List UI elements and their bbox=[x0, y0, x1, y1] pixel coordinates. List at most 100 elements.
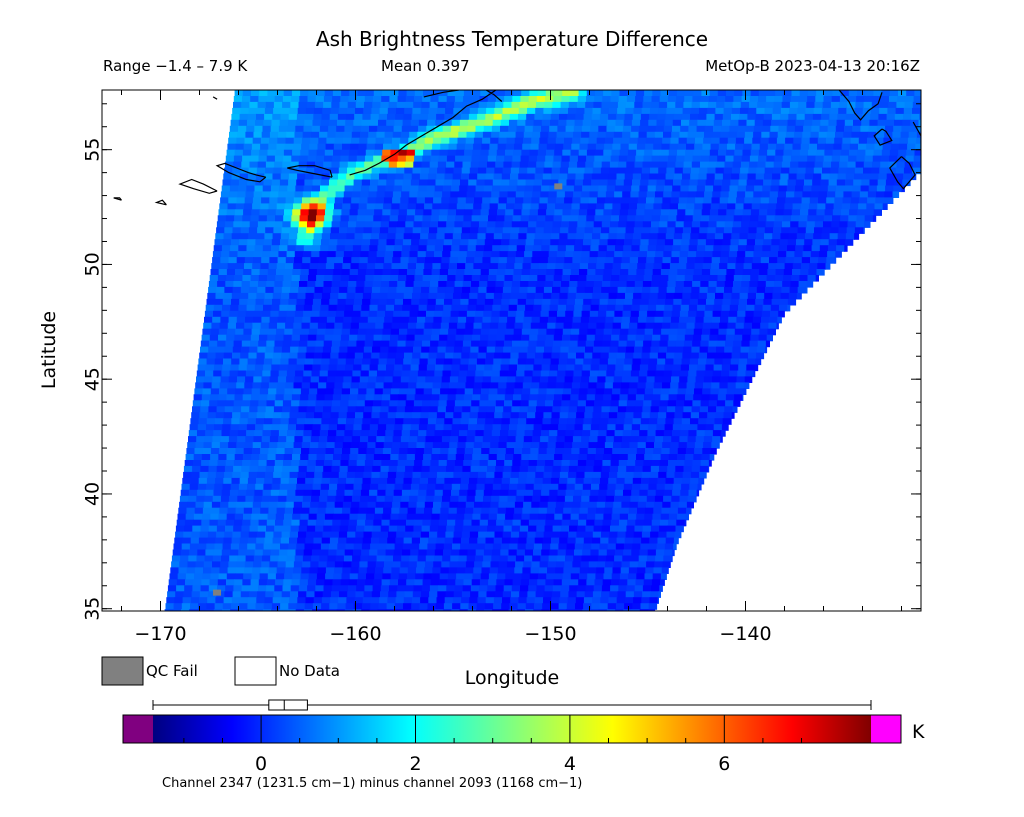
swath-cell bbox=[706, 292, 716, 300]
swath-cell bbox=[380, 286, 389, 294]
swath-cell bbox=[774, 281, 783, 288]
swath-cell bbox=[702, 328, 711, 336]
swath-cell bbox=[840, 90, 850, 97]
swath-cell bbox=[652, 394, 661, 401]
swath-cell bbox=[247, 239, 257, 246]
swath-cell bbox=[207, 352, 217, 360]
swath-cell bbox=[714, 113, 724, 121]
swath-cell bbox=[217, 275, 227, 282]
swath-cell bbox=[592, 227, 602, 234]
swath-cell bbox=[605, 436, 615, 443]
swath-cell bbox=[585, 340, 595, 348]
swath-cell bbox=[779, 239, 789, 246]
swath-cell bbox=[243, 143, 253, 151]
swath-cell bbox=[484, 364, 494, 372]
swath-cell bbox=[636, 143, 646, 151]
swath-cell bbox=[299, 281, 308, 288]
swath-cell bbox=[632, 239, 641, 246]
swath-cell bbox=[910, 119, 920, 127]
swath-cell bbox=[419, 173, 429, 181]
swath-cell bbox=[694, 203, 704, 210]
swath-cell bbox=[343, 251, 353, 258]
swath-cell bbox=[246, 245, 256, 252]
swath-cell bbox=[215, 352, 225, 360]
swath-cell bbox=[465, 322, 475, 330]
swath-cell bbox=[749, 101, 758, 109]
swath-cell bbox=[683, 161, 693, 169]
swath-cell bbox=[547, 197, 557, 204]
swath-cell bbox=[313, 358, 322, 366]
swath-cell bbox=[904, 101, 914, 109]
swath-cell bbox=[451, 424, 461, 431]
swath-cell bbox=[654, 257, 664, 264]
swath-cell bbox=[323, 406, 332, 413]
swath-cell bbox=[428, 412, 438, 419]
swath-cell bbox=[279, 119, 289, 127]
swath-cell bbox=[308, 90, 318, 97]
swath-cell bbox=[736, 131, 746, 139]
swath-cell bbox=[753, 370, 756, 378]
swath-cell bbox=[486, 227, 496, 234]
swath-cell bbox=[192, 406, 201, 413]
swath-cell bbox=[883, 137, 893, 145]
swath-cell bbox=[386, 239, 396, 246]
swath-cell bbox=[841, 203, 851, 210]
swath-cell bbox=[857, 90, 866, 97]
swath-cell bbox=[387, 292, 397, 300]
swath-cell bbox=[203, 442, 213, 449]
swath-cell bbox=[642, 101, 652, 109]
swath-cell bbox=[734, 328, 744, 336]
swath-cell bbox=[293, 322, 303, 330]
swath-cell bbox=[777, 316, 782, 324]
swath-cell bbox=[520, 281, 529, 288]
swath-cell bbox=[790, 221, 799, 228]
swath-cell bbox=[656, 179, 666, 187]
swath-cell bbox=[632, 173, 642, 181]
swath-cell bbox=[738, 364, 747, 372]
swath-cell bbox=[715, 412, 725, 419]
swath-cell bbox=[265, 227, 274, 234]
swath-cell bbox=[519, 465, 529, 473]
swath-cell bbox=[576, 227, 586, 234]
swath-cell bbox=[533, 185, 542, 193]
swath-cell bbox=[237, 191, 247, 198]
swath-cell bbox=[765, 286, 774, 294]
swath-cell bbox=[694, 442, 704, 449]
swath-cell bbox=[233, 400, 243, 407]
swath-cell bbox=[377, 304, 387, 312]
swath-cell bbox=[507, 191, 517, 198]
swath-cell bbox=[583, 298, 592, 306]
swath-cell bbox=[694, 448, 703, 455]
swath-cell bbox=[358, 388, 367, 395]
swath-cell bbox=[643, 340, 652, 348]
swath-cell bbox=[480, 334, 489, 342]
swath-cell bbox=[269, 257, 279, 264]
swath-cell bbox=[312, 304, 321, 312]
swath-cell bbox=[329, 483, 338, 491]
swath-cell bbox=[675, 161, 685, 169]
swath-cell bbox=[317, 203, 327, 210]
swath-cell bbox=[785, 197, 794, 204]
swath-cell bbox=[863, 167, 872, 175]
swath-cell bbox=[328, 364, 338, 372]
swath-cell bbox=[705, 119, 715, 127]
swath-cell bbox=[629, 382, 639, 389]
swath-cell bbox=[802, 191, 812, 198]
swath-cell bbox=[749, 96, 759, 103]
swath-cell bbox=[836, 119, 846, 127]
swath-cell bbox=[327, 131, 337, 139]
swath-cell bbox=[606, 310, 615, 318]
swath-cell bbox=[299, 275, 309, 282]
swath-cell bbox=[391, 143, 400, 151]
swath-cell bbox=[368, 436, 377, 443]
swath-cell bbox=[501, 173, 511, 181]
swath-cell bbox=[635, 460, 644, 467]
swath-cell bbox=[496, 454, 506, 461]
swath-cell bbox=[489, 328, 498, 336]
swath-cell bbox=[665, 292, 675, 300]
swath-cell bbox=[826, 257, 836, 264]
swath-cell bbox=[662, 442, 671, 449]
swath-cell bbox=[514, 203, 523, 210]
swath-cell bbox=[340, 155, 350, 163]
swath-cell bbox=[290, 286, 299, 294]
